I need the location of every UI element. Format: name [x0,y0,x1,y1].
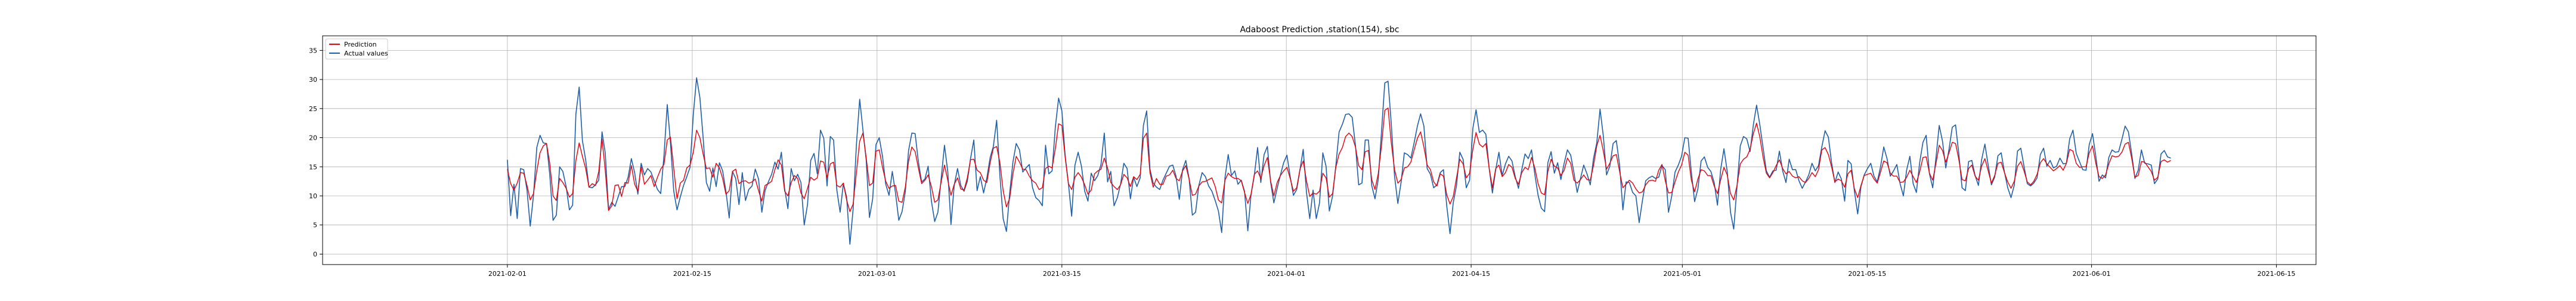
x-axis: 2021-02-01 2021-02-15 2021-03-01 2021-03-15… [488,265,2296,278]
plot-frame [322,35,2317,265]
x-tick-label: 2021-04-01 [1267,270,1305,278]
x-tick-label: 2021-05-01 [1663,270,1701,278]
x-tick-label: 2021-03-15 [1043,270,1081,278]
y-tick-label: 30 [309,76,317,84]
series-line-prediction [507,108,2171,212]
grid-lines [323,36,2316,265]
x-tick-label: 2021-02-15 [673,270,711,278]
y-tick-label: 35 [309,47,317,54]
legend-label-actual-values: Actual values [344,50,388,57]
legend-label-prediction: Prediction [344,41,377,48]
x-tick-label: 2021-02-01 [488,270,527,278]
legend: Prediction Actual values [325,38,388,60]
x-tick-label: 2021-06-15 [2258,270,2296,278]
y-tick-label: 10 [309,192,317,200]
x-tick-label: 2021-06-01 [2073,270,2111,278]
legend-box [325,38,388,60]
x-tick-label: 2021-05-15 [1848,270,1886,278]
series-lines [507,77,2171,245]
y-axis: 0 5 10 15 20 25 30 35 [309,47,323,259]
y-tick-label: 20 [309,134,317,142]
series-line-actual-values [507,77,2171,245]
y-tick-label: 0 [313,251,317,259]
x-tick-label: 2021-04-15 [1452,270,1490,278]
y-tick-label: 15 [309,163,317,171]
y-tick-label: 25 [309,105,317,113]
x-tick-label: 2021-03-01 [858,270,896,278]
y-tick-label: 5 [313,222,317,229]
chart-title: Adaboost Prediction ,station(154), sbc [1240,25,1399,35]
